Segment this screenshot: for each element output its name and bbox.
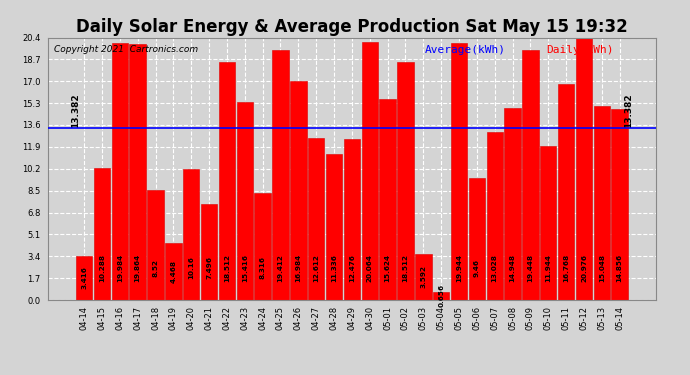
Bar [362,42,378,300]
Bar [380,99,396,300]
Bar [486,132,503,300]
Text: Daily(kWh): Daily(kWh) [546,45,613,56]
Bar [326,154,342,300]
Text: 4.468: 4.468 [170,260,177,283]
Text: 15.624: 15.624 [384,254,391,282]
Text: 10.288: 10.288 [99,254,105,282]
Text: 13.382: 13.382 [624,93,633,128]
Bar [540,146,557,300]
Text: 13.028: 13.028 [492,254,497,282]
Bar [522,50,539,300]
Bar [94,168,110,300]
Text: 12.612: 12.612 [313,254,319,282]
Bar [433,291,449,300]
Text: 20.976: 20.976 [581,254,587,282]
Bar [415,254,431,300]
Bar [237,102,253,300]
Text: 10.16: 10.16 [188,256,194,279]
Bar [611,109,628,300]
Bar [183,169,199,300]
Bar [451,44,467,300]
Text: 16.768: 16.768 [563,254,569,282]
Text: 19.984: 19.984 [117,254,123,282]
Text: 19.448: 19.448 [527,254,533,282]
Text: 15.416: 15.416 [241,254,248,282]
Bar [397,62,414,300]
Text: 13.382: 13.382 [70,93,79,128]
Text: Average(kWh): Average(kWh) [425,45,506,56]
Text: 8.316: 8.316 [259,256,266,279]
Bar [504,108,521,300]
Text: 16.984: 16.984 [295,254,302,282]
Text: 14.948: 14.948 [510,254,515,282]
Text: 11.336: 11.336 [331,254,337,282]
Text: Copyright 2021  Cartronics.com: Copyright 2021 Cartronics.com [55,45,199,54]
Text: 18.512: 18.512 [402,254,408,282]
Bar [469,178,485,300]
Bar [575,30,592,300]
Bar [290,81,306,300]
Bar [130,44,146,300]
Bar [308,138,324,300]
Text: 14.856: 14.856 [617,254,622,282]
Bar [273,50,288,300]
Text: 7.496: 7.496 [206,256,212,279]
Bar [593,106,610,300]
Text: 9.46: 9.46 [474,259,480,277]
Bar [558,84,574,300]
Bar [147,190,164,300]
Text: 20.064: 20.064 [367,254,373,282]
Bar [219,62,235,300]
Text: 19.412: 19.412 [277,254,284,282]
Text: 15.048: 15.048 [599,254,605,282]
Text: 3.592: 3.592 [420,266,426,288]
Bar [344,140,360,300]
Text: 19.944: 19.944 [456,254,462,282]
Title: Daily Solar Energy & Average Production Sat May 15 19:32: Daily Solar Energy & Average Production … [76,18,628,36]
Text: 8.52: 8.52 [152,259,159,277]
Text: 18.512: 18.512 [224,254,230,282]
Text: 12.476: 12.476 [349,254,355,282]
Bar [255,193,271,300]
Bar [112,43,128,300]
Text: 11.944: 11.944 [545,254,551,282]
Bar [165,243,181,300]
Text: 3.416: 3.416 [81,267,87,290]
Bar [201,204,217,300]
Text: 19.864: 19.864 [135,254,141,282]
Text: 0.656: 0.656 [438,284,444,308]
Bar [76,256,92,300]
